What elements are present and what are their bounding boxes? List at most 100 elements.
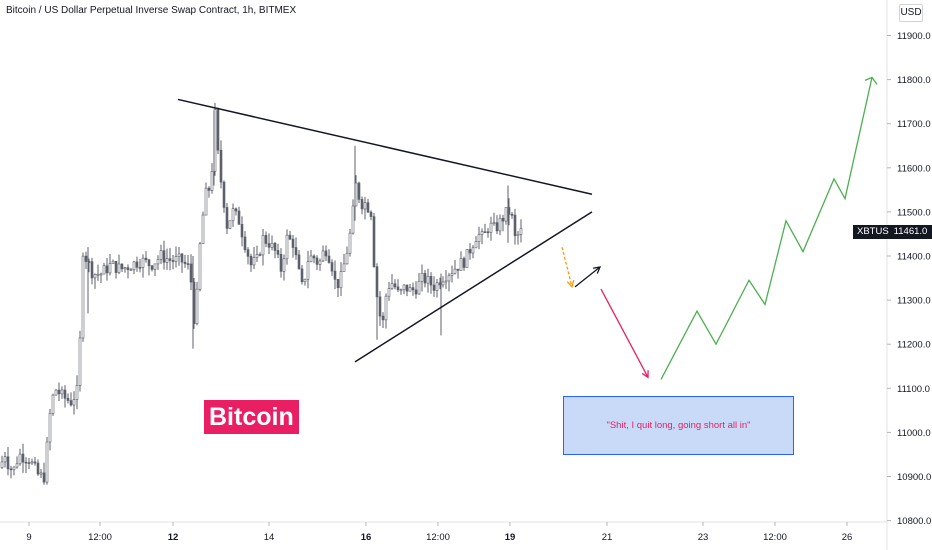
- candle-body: [231, 208, 235, 222]
- candle-body: [63, 389, 67, 399]
- candle-body: [78, 337, 82, 386]
- currency-button[interactable]: USD: [899, 4, 923, 22]
- candle-body: [225, 207, 229, 229]
- candle-body: [81, 255, 85, 339]
- candle-body: [201, 214, 205, 245]
- candle-body: [429, 276, 433, 286]
- candle-body: [279, 254, 283, 272]
- candle-body: [165, 258, 169, 263]
- candle-body: [42, 472, 46, 483]
- candle-body: [450, 273, 454, 276]
- x-tick-label: 14: [264, 532, 275, 543]
- candle-body: [396, 286, 400, 291]
- candle-body: [12, 466, 16, 471]
- candle-body: [342, 263, 346, 272]
- candle-body: [150, 265, 154, 270]
- y-axis-ticks: 11900.0 11800.0 11700.0 11600.0 11500.0 11400…: [887, 31, 931, 527]
- candle-body: [33, 461, 37, 464]
- trendline-lower: [354, 211, 593, 363]
- y-tick-label: 11900.0: [897, 31, 931, 42]
- arrow-annotations: [561, 247, 649, 379]
- candle-body: [261, 235, 265, 256]
- candle-body: [324, 250, 328, 257]
- candle-body: [315, 257, 319, 265]
- x-tick-label: 21: [602, 532, 613, 543]
- candle-body: [480, 231, 484, 235]
- candle-body: [93, 274, 97, 279]
- candle-body: [312, 255, 316, 259]
- candle-body: [435, 282, 439, 291]
- candle-body: [306, 261, 310, 280]
- x-tick-label: 26: [842, 532, 853, 543]
- candle-body: [297, 254, 301, 270]
- candle-body: [399, 289, 403, 292]
- candle-body: [309, 255, 313, 263]
- candle-body: [135, 261, 139, 268]
- candle-body: [447, 275, 451, 282]
- candle-body: [453, 268, 457, 274]
- candle-body: [186, 263, 190, 265]
- candle-body: [54, 389, 58, 396]
- candle-body: [45, 441, 49, 483]
- x-tick-label: 12: [168, 532, 179, 543]
- candle-body: [9, 468, 13, 471]
- candle-body: [423, 273, 427, 284]
- candle-body: [348, 232, 352, 254]
- candle-body: [204, 187, 208, 216]
- candle-body: [207, 187, 211, 191]
- candle-body: [381, 315, 385, 321]
- candle-body: [228, 220, 232, 229]
- candle-body: [495, 222, 499, 232]
- candle-body: [75, 385, 79, 400]
- candle-body: [411, 287, 415, 291]
- candle-body: [498, 217, 502, 232]
- candle-body: [129, 269, 133, 271]
- annotation-box[interactable]: "Shit, I quit long, going short all in": [563, 396, 794, 455]
- candle-body: [420, 273, 424, 282]
- candle-body: [504, 207, 508, 222]
- candle-body: [357, 182, 361, 200]
- candle-body: [69, 400, 73, 406]
- candle-body: [258, 254, 262, 256]
- y-tick-label: 11200.0: [897, 340, 931, 351]
- candle-body: [291, 238, 295, 248]
- symbol-label: XBTUSD: [853, 225, 900, 239]
- candle-body: [183, 261, 187, 264]
- candle-body: [195, 288, 199, 324]
- x-tick-label: 19: [505, 532, 516, 543]
- candle-body: [489, 222, 493, 233]
- candle-body: [237, 210, 241, 225]
- candle-body: [390, 283, 394, 289]
- candle-body: [249, 255, 253, 266]
- candle-body: [408, 287, 412, 292]
- candle-body: [105, 265, 109, 274]
- candle-body: [141, 257, 145, 268]
- candle-body: [24, 461, 28, 464]
- candle-body: [372, 216, 376, 267]
- y-tick-label: 11000.0: [897, 428, 931, 439]
- candle-body: [90, 261, 94, 279]
- arrow-red-down: [600, 288, 649, 378]
- candle-body: [402, 284, 406, 291]
- candle-body: [477, 234, 481, 242]
- candle-body: [108, 263, 112, 274]
- candle-body: [384, 295, 388, 321]
- candle-body: [267, 243, 271, 248]
- candle-body: [519, 228, 523, 235]
- candle-body: [285, 234, 289, 260]
- candle-body: [273, 243, 277, 251]
- candle-body: [441, 281, 445, 286]
- last-price-label: 11461.0: [889, 225, 932, 239]
- candle-body: [363, 202, 367, 210]
- candle-body: [369, 211, 373, 217]
- candle-body: [171, 260, 175, 262]
- candle-body: [114, 261, 118, 273]
- candle-body: [414, 289, 418, 295]
- candle-body: [30, 461, 34, 464]
- candle-body: [282, 258, 286, 272]
- arrow-black-up: [574, 266, 601, 288]
- candle-body: [360, 199, 364, 210]
- candle-body: [276, 250, 280, 255]
- candle-body: [333, 270, 337, 280]
